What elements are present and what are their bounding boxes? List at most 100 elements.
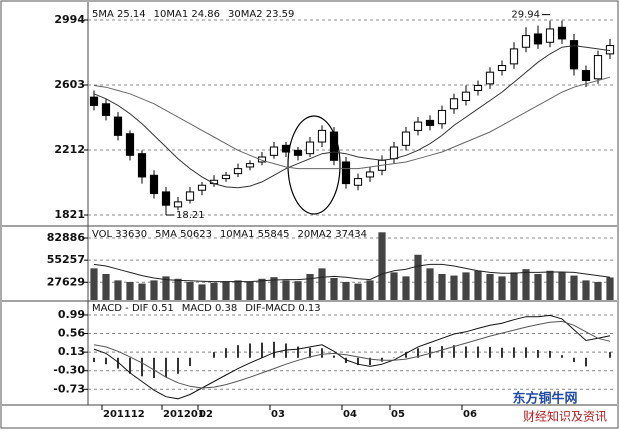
indicator-line: [93, 314, 611, 400]
volume-bar: [138, 283, 146, 300]
volume-bar: [198, 284, 206, 300]
candle-body: [593, 55, 603, 80]
annotation: 29.94: [511, 10, 540, 21]
y-tick-label: 1821: [54, 208, 85, 221]
watermark-subtitle: 财经知识及资讯: [523, 410, 607, 424]
panel-header: 20MA2 37434: [297, 229, 367, 240]
volume-bar: [474, 270, 482, 300]
indicator-line: [93, 76, 611, 170]
volume-bar: [126, 281, 134, 300]
volume-bar: [534, 273, 542, 300]
candle-body: [461, 91, 471, 101]
y-tick-label: 27629: [47, 275, 85, 288]
y-tick-label: 0.56: [58, 327, 85, 340]
volume-bar: [114, 280, 122, 300]
volume-bar: [366, 280, 374, 300]
panel-header: DIF-MACD 0.13: [245, 303, 320, 314]
volume-bar: [330, 277, 338, 300]
highlight-ellipse: [287, 115, 341, 215]
candle-body: [341, 161, 351, 185]
x-tick-label: 201112: [103, 409, 145, 420]
candle-body: [305, 141, 315, 155]
candle-body: [197, 184, 207, 191]
volume-bar: [570, 275, 578, 300]
y-tick-label: -0.73: [53, 382, 85, 395]
candle-body: [329, 131, 339, 161]
candle-body: [521, 35, 531, 48]
indicator-line: [93, 45, 611, 189]
panel-header: MACD - DIF 0.51: [92, 303, 174, 314]
volume-bar: [462, 272, 470, 300]
volume-bar: [318, 268, 326, 300]
candle-body: [473, 84, 483, 91]
volume-bar: [234, 280, 242, 300]
candle-body: [137, 153, 147, 178]
watermark-title: 东方铜牛网: [512, 391, 577, 407]
candle-body: [509, 48, 519, 65]
volume-bar: [498, 276, 506, 300]
volume-bar: [210, 282, 218, 300]
annotation: 18.21: [176, 210, 205, 221]
candle-body: [353, 178, 363, 186]
panel-header: 5MA 25.14: [92, 9, 146, 20]
volume-bar: [354, 283, 362, 300]
y-tick-label: 2603: [54, 78, 85, 91]
y-tick-label: 55257: [47, 253, 85, 266]
candle-body: [101, 103, 111, 116]
x-tick-label: 03: [271, 409, 285, 420]
volume-bar: [438, 273, 446, 300]
candle-body: [449, 98, 459, 110]
volume-bar: [282, 280, 290, 300]
panel-header: 5MA 50623: [155, 229, 212, 240]
y-tick-label: 2212: [54, 143, 85, 156]
candle-body: [257, 156, 267, 163]
volume-bar: [558, 272, 566, 300]
candle-body: [437, 109, 447, 125]
volume-bar: [594, 281, 602, 300]
candle-body: [569, 40, 579, 70]
volume-bar: [390, 272, 398, 300]
volume-bar: [186, 281, 194, 300]
volume-bar: [222, 281, 230, 300]
volume-bar: [150, 280, 158, 300]
volume-bar: [414, 254, 422, 300]
candle-body: [317, 129, 327, 143]
y-tick-label: 82886: [47, 231, 86, 244]
y-tick-label: 0.99: [58, 308, 85, 321]
candle-body: [89, 96, 99, 106]
panel-header: 30MA2 23.59: [228, 9, 294, 20]
volume-bar: [606, 277, 614, 300]
candle-body: [185, 191, 195, 201]
volume-bar: [486, 273, 494, 300]
candle-body: [557, 26, 567, 40]
indicator-line: [93, 320, 611, 389]
candle-body: [173, 201, 183, 208]
y-tick-label: -0.30: [53, 364, 85, 377]
volume-bar: [306, 273, 314, 300]
panel-header: 10MA1 55845: [220, 229, 290, 240]
panel-header: MACD 0.38: [182, 303, 237, 314]
volume-bar: [426, 268, 434, 300]
volume-bar: [450, 275, 458, 300]
volume-bar: [546, 270, 554, 300]
candle-body: [605, 45, 615, 55]
panel-header: VOL 33630: [92, 229, 147, 240]
candle-body: [533, 33, 543, 45]
candle-body: [113, 116, 123, 136]
volume-bar: [162, 276, 170, 300]
y-tick-label: 2994: [54, 13, 85, 26]
candle-body: [221, 174, 231, 180]
volume-bar: [294, 281, 302, 300]
volume-bar: [342, 281, 350, 300]
candle-body: [365, 171, 375, 178]
candle-body: [485, 71, 495, 85]
candle-body: [233, 168, 243, 175]
candle-body: [125, 133, 135, 156]
candle-body: [245, 163, 255, 168]
candle-body: [161, 191, 171, 206]
candle-body: [497, 65, 507, 72]
x-tick-label: 05: [391, 409, 405, 420]
candle-body: [545, 28, 555, 43]
